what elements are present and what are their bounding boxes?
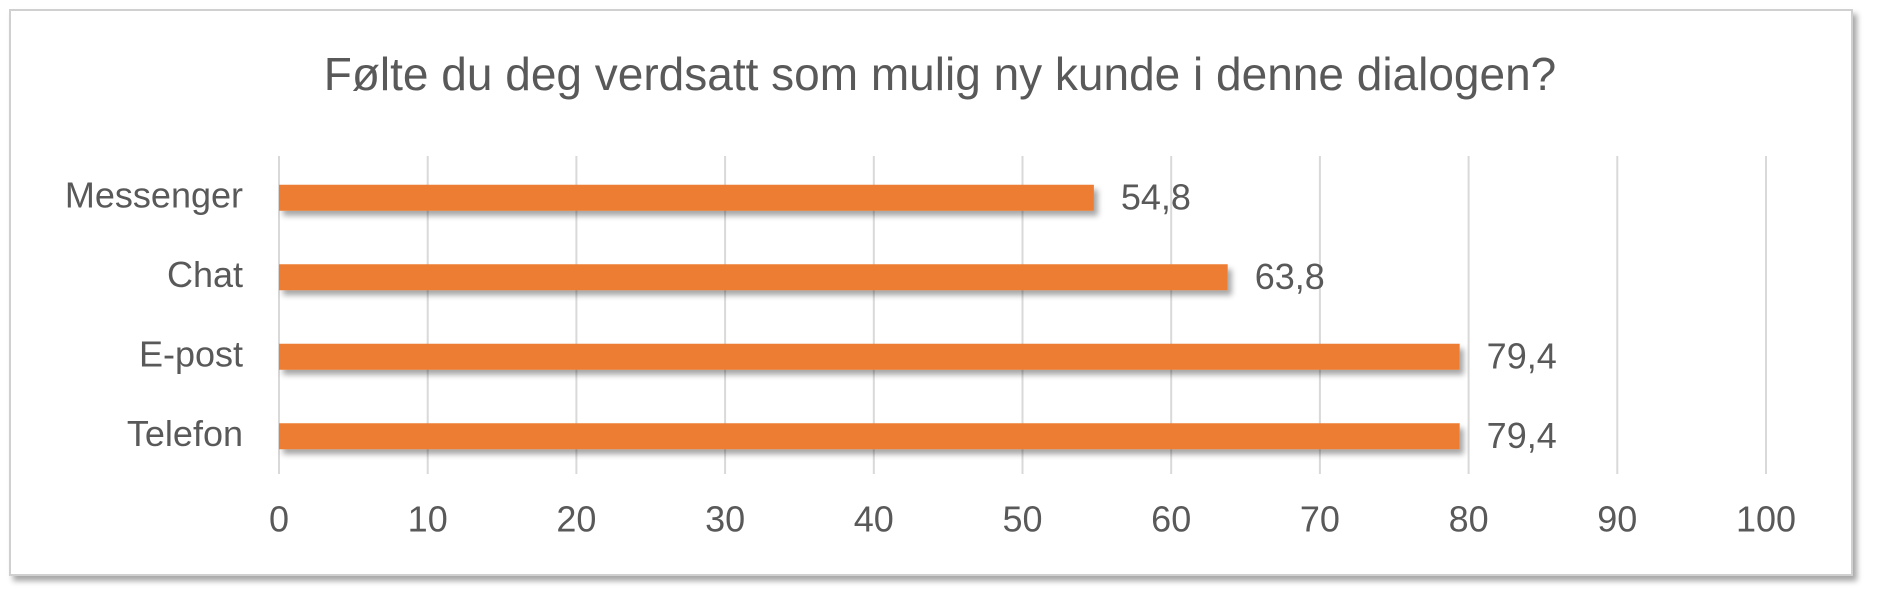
data-label: 79,4 (1487, 335, 1557, 376)
chart-title: Følte du deg verdsatt som mulig ny kunde… (324, 48, 1557, 100)
bar (279, 343, 1460, 370)
chart-frame (9, 9, 1853, 576)
y-tick-label: Messenger (65, 174, 243, 215)
x-tick-label: 70 (1300, 499, 1340, 540)
x-tick-label: 10 (408, 499, 448, 540)
x-tick-label: 50 (1002, 499, 1042, 540)
x-tick-label: 20 (556, 499, 596, 540)
bar (279, 184, 1094, 211)
x-tick-label: 90 (1597, 499, 1637, 540)
data-label: 54,8 (1121, 176, 1191, 217)
bar (279, 423, 1460, 450)
y-tick-label: E-post (139, 333, 243, 374)
x-tick-label: 0 (269, 499, 289, 540)
y-tick-label: Chat (167, 254, 243, 295)
x-tick-label: 100 (1736, 499, 1796, 540)
x-tick-label: 80 (1449, 499, 1489, 540)
data-label: 79,4 (1487, 415, 1557, 456)
bar (279, 264, 1228, 291)
x-tick-label: 40 (854, 499, 894, 540)
data-label: 63,8 (1255, 256, 1325, 297)
x-tick-label: 60 (1151, 499, 1191, 540)
x-tick-label: 30 (705, 499, 745, 540)
y-tick-label: Telefon (127, 413, 243, 454)
